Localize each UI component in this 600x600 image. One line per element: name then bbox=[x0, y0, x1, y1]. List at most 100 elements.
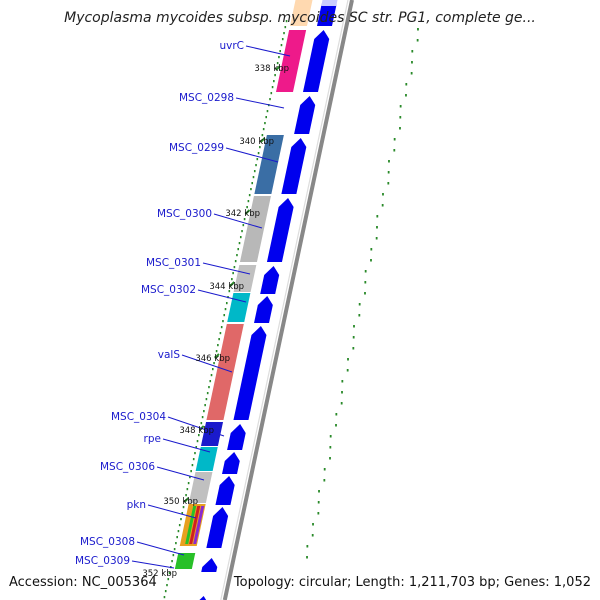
gc-skew-dot bbox=[352, 336, 355, 339]
accession-text: Accession: NC_005364 bbox=[9, 575, 157, 590]
gc-dot bbox=[187, 482, 190, 485]
gc-skew-dot bbox=[358, 303, 361, 306]
gc-dot bbox=[164, 590, 167, 593]
gc-dot bbox=[283, 32, 285, 35]
gc-dot bbox=[177, 530, 180, 533]
gc-dot bbox=[215, 350, 218, 353]
gene-label-pkn[interactable]: pkn bbox=[127, 499, 146, 511]
gc-skew-dot bbox=[393, 138, 396, 141]
gc-skew-dot bbox=[323, 468, 326, 471]
gc-dot bbox=[223, 314, 226, 317]
gc-dot bbox=[194, 452, 196, 455]
cog-stripe-pkn bbox=[193, 506, 205, 544]
gene-label-MSC_0300[interactable]: MSC_0300 bbox=[157, 208, 212, 220]
gene-label-MSC_0299[interactable]: MSC_0299 bbox=[169, 142, 224, 154]
gene-label-MSC_0302[interactable]: MSC_0302 bbox=[141, 284, 196, 296]
gc-skew-dot bbox=[410, 72, 413, 75]
gc-dot bbox=[236, 254, 238, 257]
gc-skew-dot bbox=[352, 347, 355, 350]
gc-skew-dot bbox=[375, 237, 378, 240]
gc-skew-dot bbox=[405, 83, 408, 86]
gene-label-MSC_0301[interactable]: MSC_0301 bbox=[146, 257, 201, 269]
cds-arrow bbox=[281, 138, 307, 194]
kbp-tick-352: 352 kbp bbox=[142, 569, 177, 579]
gc-dot bbox=[270, 92, 273, 95]
cog-block-MSC_0304 bbox=[200, 422, 224, 446]
gc-dot bbox=[191, 464, 194, 467]
gc-skew-dot bbox=[381, 204, 384, 207]
label-leader-line bbox=[225, 147, 279, 163]
cds-arrow bbox=[201, 558, 218, 572]
cds-arrow bbox=[215, 476, 235, 505]
cds-arrow bbox=[233, 326, 267, 420]
cds-arrow bbox=[266, 198, 294, 262]
gc-skew-dot bbox=[387, 171, 390, 174]
cog-stripe-pkn bbox=[189, 506, 201, 544]
gc-dot bbox=[167, 578, 170, 581]
cds-arrow bbox=[294, 96, 316, 134]
label-leader-line bbox=[167, 416, 225, 437]
tick-mark bbox=[229, 281, 235, 287]
gc-dot bbox=[234, 260, 237, 263]
gc-dot bbox=[237, 248, 240, 251]
gc-dot bbox=[211, 368, 214, 371]
gc-dot bbox=[232, 272, 234, 275]
cog-block-uvrC bbox=[275, 30, 307, 92]
gc-skew-dot bbox=[335, 424, 337, 427]
gc-dot bbox=[201, 416, 204, 419]
gene-label-MSC_0304[interactable]: MSC_0304 bbox=[111, 411, 166, 423]
gc-dot bbox=[239, 236, 242, 239]
gc-dot bbox=[259, 146, 261, 149]
gene-label-MSC_0308[interactable]: MSC_0308 bbox=[80, 536, 135, 548]
cds-arrow bbox=[206, 507, 229, 548]
gc-dot bbox=[173, 548, 176, 551]
cds-arrow bbox=[316, 0, 337, 26]
gc-skew-dot bbox=[405, 94, 407, 97]
kbp-tick-344: 344 kbp bbox=[209, 282, 244, 292]
gc-skew-dot bbox=[399, 127, 401, 130]
gc-dot bbox=[200, 422, 203, 425]
gene-label-MSC_0309[interactable]: MSC_0309 bbox=[75, 555, 130, 567]
gc-dot bbox=[262, 128, 265, 131]
gc-dot bbox=[196, 440, 199, 443]
gc-skew-dot bbox=[358, 314, 361, 317]
backbone-line bbox=[222, 0, 354, 600]
gc-dot bbox=[176, 536, 178, 539]
gene-label-valS[interactable]: valS bbox=[158, 349, 181, 361]
gc-dot bbox=[203, 410, 205, 413]
gc-dot bbox=[269, 98, 271, 101]
gc-dot bbox=[271, 86, 274, 89]
cog-block-valS bbox=[206, 324, 244, 420]
gc-dot bbox=[181, 512, 184, 515]
gc-dot bbox=[172, 554, 175, 557]
gc-skew-dot bbox=[340, 402, 343, 405]
gc-dot bbox=[243, 218, 246, 221]
label-leader-line bbox=[235, 97, 285, 109]
cog-block-MSC_0306 bbox=[188, 472, 213, 503]
gc-skew-dot bbox=[347, 358, 349, 361]
gc-skew-dot bbox=[417, 28, 419, 31]
gc-dot bbox=[252, 176, 255, 179]
gc-dot bbox=[190, 470, 192, 473]
gc-skew-dot bbox=[329, 446, 332, 449]
cog-block-MSC_0308 bbox=[174, 553, 196, 569]
gc-skew-dot bbox=[388, 160, 390, 163]
gc-dot bbox=[257, 152, 260, 155]
gene-label-rpe[interactable]: rpe bbox=[144, 433, 161, 445]
gc-dot bbox=[186, 488, 189, 491]
gc-skew-dot bbox=[399, 116, 402, 119]
gc-dot bbox=[247, 200, 250, 203]
gc-dot bbox=[171, 560, 173, 563]
label-leader-line bbox=[147, 504, 197, 519]
gc-dot bbox=[256, 158, 259, 161]
cog-block-MSC_0299 bbox=[254, 135, 284, 194]
gc-dot bbox=[264, 122, 266, 125]
tick-mark bbox=[275, 65, 281, 71]
gene-label-MSC_0298[interactable]: MSC_0298 bbox=[179, 92, 234, 104]
cds-arrow bbox=[227, 424, 246, 450]
gc-dot bbox=[241, 230, 243, 233]
gene-label-MSC_0306[interactable]: MSC_0306 bbox=[100, 461, 155, 473]
gene-label-uvrC[interactable]: uvrC bbox=[219, 40, 244, 52]
label-leader-line bbox=[245, 45, 291, 57]
